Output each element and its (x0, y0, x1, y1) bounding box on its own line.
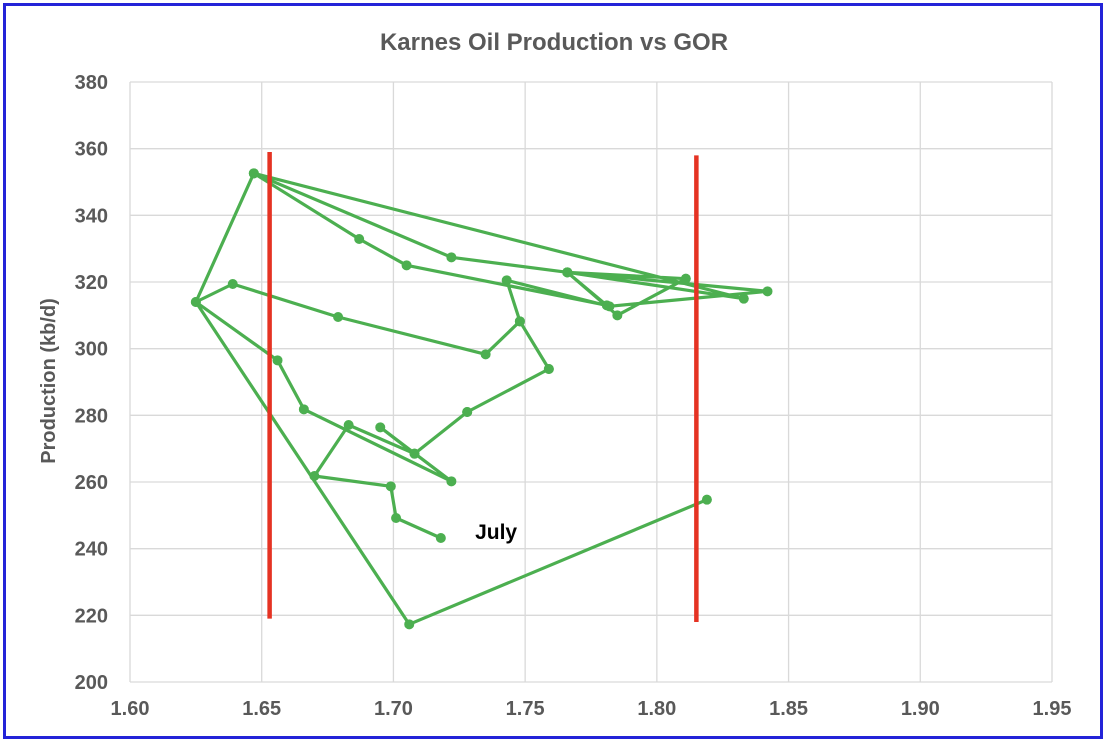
data-point (391, 513, 402, 523)
x-tick-label: 1.75 (506, 698, 545, 720)
series-group (190, 168, 773, 630)
y-tick-label: 300 (75, 339, 108, 361)
y-tick-label: 380 (75, 72, 108, 94)
y-tick-label: 260 (75, 472, 108, 494)
y-tick-label: 320 (75, 272, 108, 294)
data-point (343, 420, 354, 430)
x-tick-label: 1.80 (637, 698, 676, 720)
data-point (435, 533, 446, 543)
data-point (543, 364, 554, 374)
data-point (680, 273, 691, 284)
y-tick-label: 240 (75, 539, 108, 561)
data-point (190, 297, 201, 307)
data-point (480, 349, 491, 360)
y-tick-label: 200 (75, 672, 108, 694)
x-tick-label: 1.65 (242, 698, 281, 720)
x-tick-labels: 1.60 1.65 1.70 1.75 1.80 1.85 1.90 1.95 (111, 698, 1072, 720)
data-point (562, 267, 573, 278)
data-point (462, 407, 473, 417)
series-line (194, 171, 770, 626)
y-tick-labels: 200 220 240 260 280 300 320 340 360 380 (75, 72, 108, 694)
y-axis-label: Production (kb/d) (38, 298, 60, 464)
data-point (298, 404, 309, 415)
x-tick-label: 1.95 (1033, 698, 1072, 720)
data-point (514, 316, 525, 327)
data-point (354, 234, 365, 244)
y-tick-label: 280 (75, 405, 108, 427)
y-tick-label: 220 (75, 605, 108, 627)
x-tick-label: 1.60 (111, 698, 150, 720)
data-point (272, 355, 283, 366)
data-point (404, 619, 415, 630)
grid (129, 81, 1053, 683)
annotation-label: July (475, 521, 517, 544)
y-tick-label: 340 (75, 205, 108, 227)
data-point (501, 275, 512, 286)
data-point (446, 476, 457, 487)
chart-title: Karnes Oil Production vs GOR (380, 29, 728, 56)
data-point (375, 422, 386, 433)
x-tick-label: 1.70 (374, 698, 413, 720)
x-tick-label: 1.85 (769, 698, 808, 720)
data-point (409, 448, 420, 459)
data-point (333, 312, 344, 322)
data-point (446, 252, 457, 263)
data-point (227, 279, 238, 289)
data-point (401, 260, 412, 271)
data-point (604, 301, 615, 312)
data-point (248, 168, 259, 179)
data-point (762, 286, 773, 297)
y-tick-label: 360 (75, 139, 108, 161)
data-point (738, 293, 749, 304)
data-point (612, 310, 623, 321)
data-point (385, 481, 396, 492)
data-point (701, 494, 712, 505)
reference-lines (267, 152, 699, 622)
annotations: July (475, 521, 517, 544)
data-point (309, 471, 320, 481)
x-tick-label: 1.90 (901, 698, 940, 720)
